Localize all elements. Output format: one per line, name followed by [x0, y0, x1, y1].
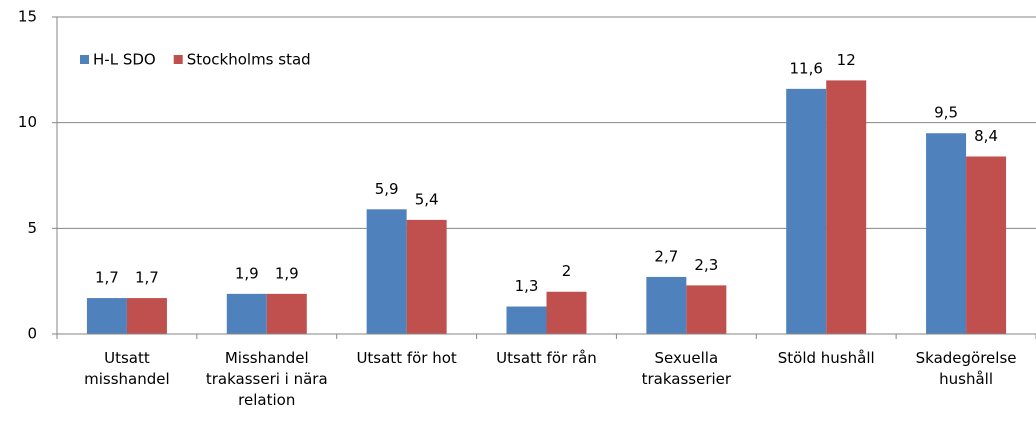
bar — [966, 156, 1007, 334]
bar — [366, 209, 407, 334]
bar — [686, 285, 727, 334]
value-label: 9,5 — [934, 104, 958, 122]
bar — [266, 293, 307, 334]
x-tick-label: Utsatt misshandel — [84, 349, 170, 388]
bar — [546, 291, 587, 334]
y-tick-label: 5 — [27, 219, 37, 237]
y-tick-label: 10 — [18, 113, 37, 131]
x-tick-label: Stöld hushåll — [777, 349, 875, 367]
value-label: 2,3 — [694, 256, 718, 274]
x-tick-label: Utsatt för hot — [356, 349, 457, 367]
value-label: 5,4 — [415, 190, 439, 208]
legend-swatch — [173, 55, 183, 64]
value-label: 1,9 — [275, 264, 299, 282]
x-tick-label: Skadegörelse hushåll — [915, 349, 1017, 388]
y-tick-label: 15 — [18, 8, 37, 26]
value-label: 1,9 — [235, 264, 259, 282]
value-label: 1,7 — [135, 269, 159, 287]
bar — [86, 298, 127, 334]
bar — [826, 80, 867, 335]
x-tick-label: Misshandel trakasseri i nära relation — [205, 349, 328, 409]
value-label: 12 — [837, 51, 856, 69]
legend-label: H-L SDO — [93, 51, 156, 69]
bar — [226, 293, 267, 334]
value-label: 11,6 — [790, 59, 823, 77]
bar — [126, 298, 167, 334]
x-tick-label: Sexuella trakasserier — [641, 349, 732, 388]
value-label: 2 — [562, 262, 572, 280]
legend-swatch — [80, 55, 89, 64]
value-label: 5,9 — [375, 180, 399, 198]
bar — [506, 306, 547, 334]
y-tick-label: 0 — [27, 325, 37, 343]
value-label: 1,3 — [515, 277, 539, 295]
x-tick-label: Utsatt för rån — [496, 349, 597, 367]
value-label: 8,4 — [974, 127, 998, 145]
bar — [786, 88, 827, 334]
bar — [926, 133, 967, 334]
bar — [646, 276, 687, 334]
value-label: 2,7 — [654, 247, 678, 265]
value-label: 1,7 — [95, 269, 119, 287]
legend-label: Stockholms stad — [187, 51, 311, 69]
bar — [406, 219, 447, 334]
